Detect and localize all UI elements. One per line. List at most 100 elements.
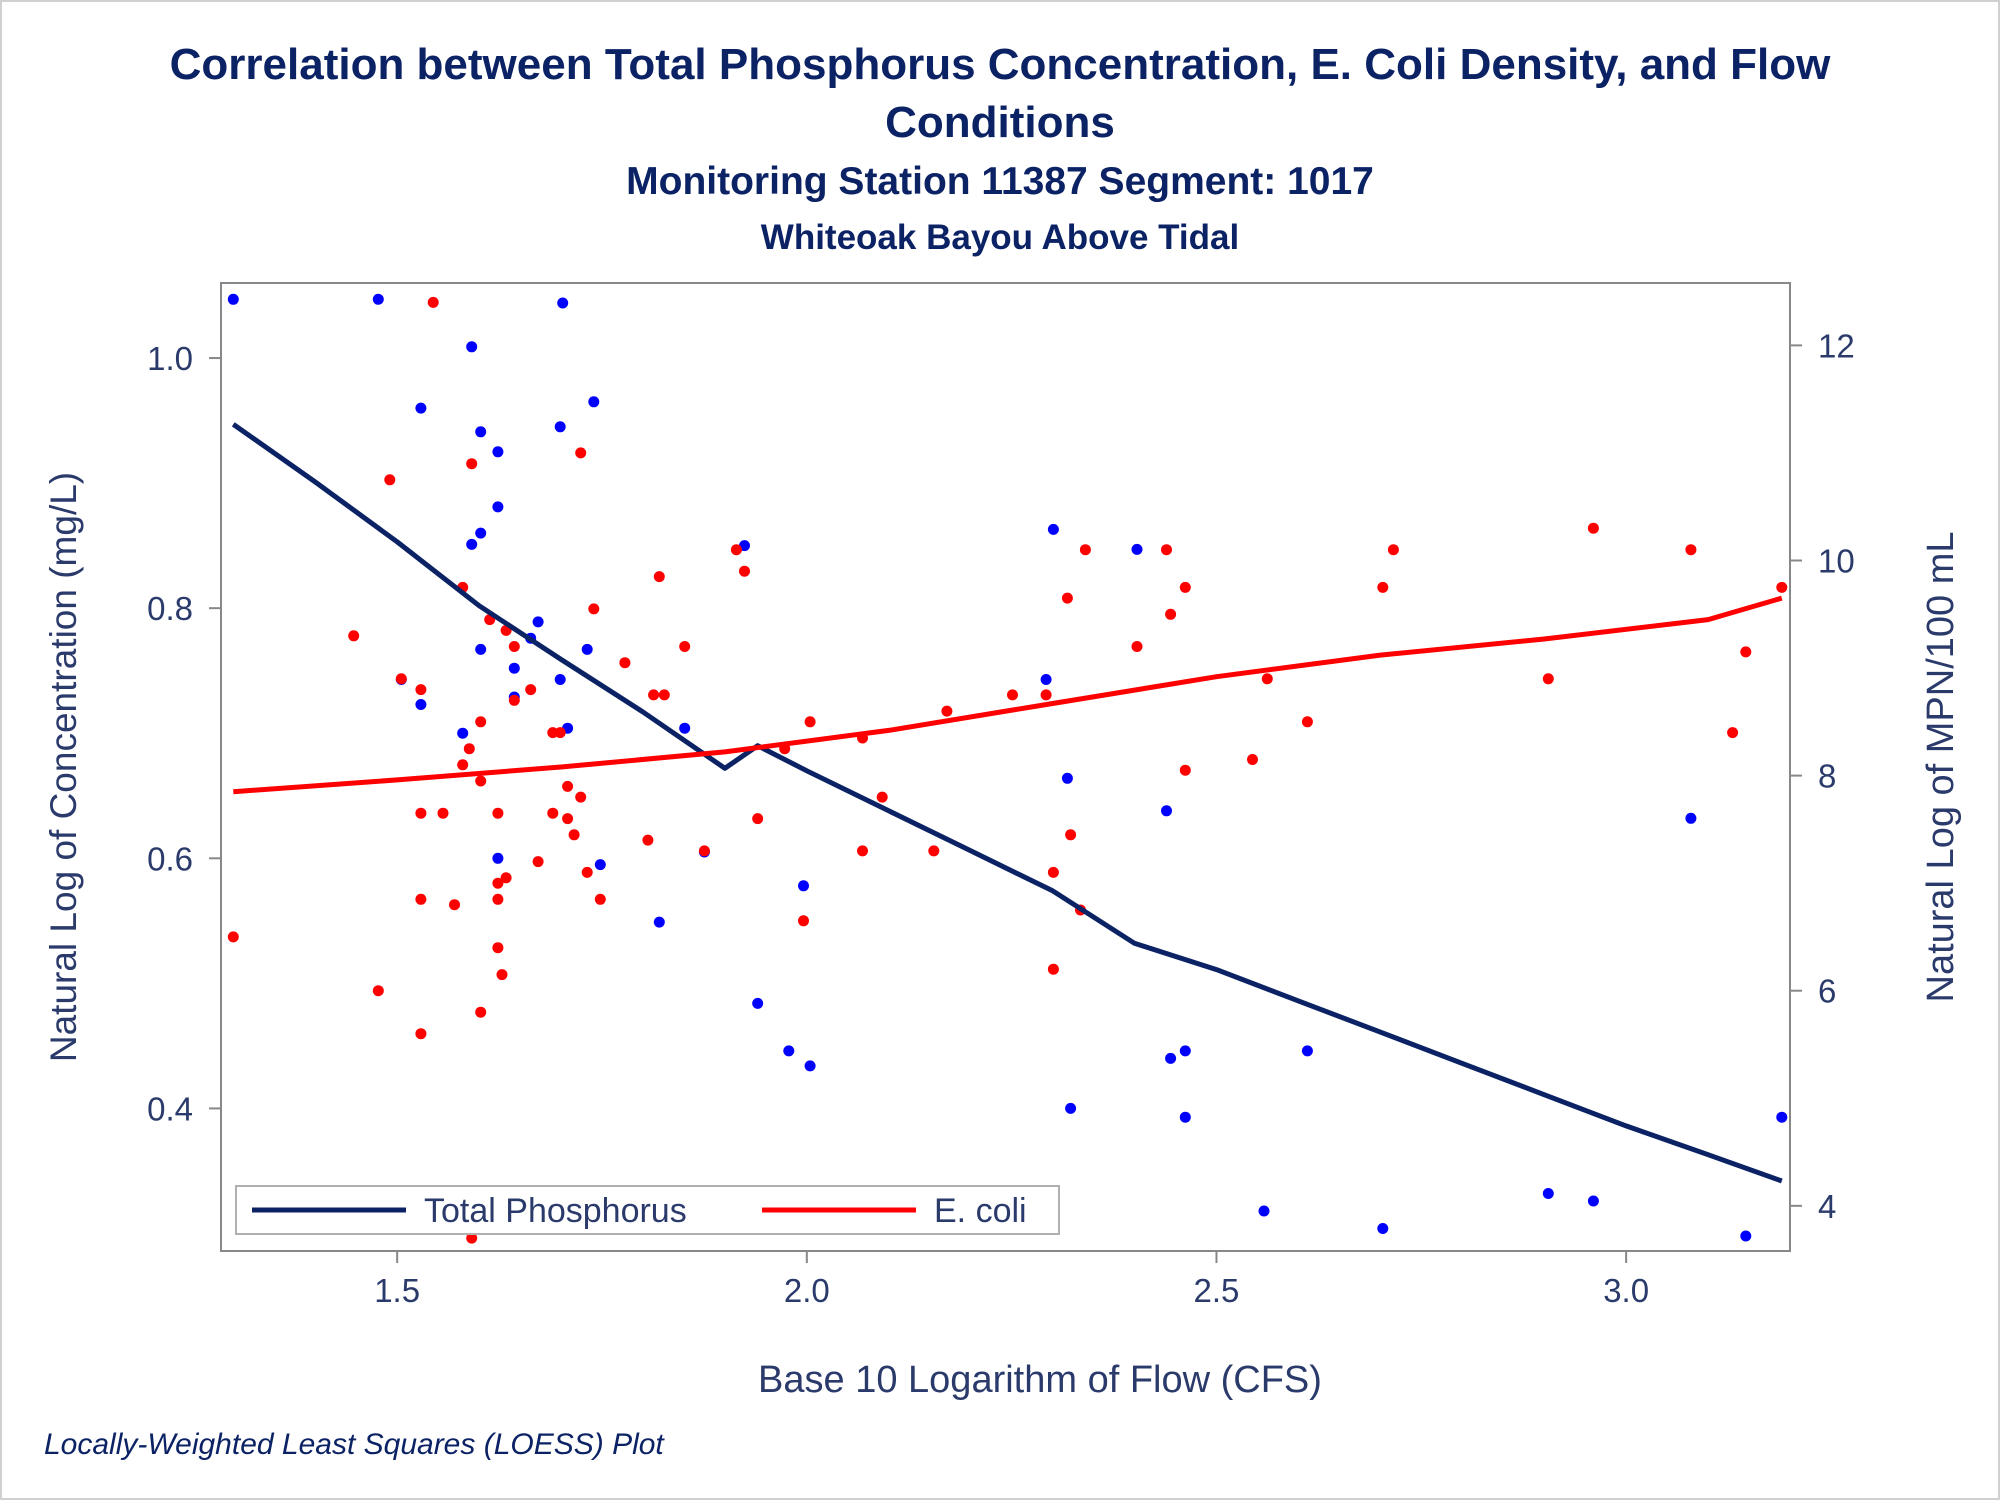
y2-axis-label: Natural Log of MPN/100 mL [1920, 531, 1962, 1002]
ecoli-point [804, 716, 816, 728]
y-tick-label: 0.8 [147, 590, 193, 627]
phosphorus-point [466, 341, 478, 353]
ecoli-point [1131, 641, 1143, 652]
ecoli-point [415, 684, 427, 696]
phosphorus-point [804, 1060, 816, 1072]
y-tick-label: 0.4 [147, 1090, 193, 1127]
phosphorus-point [554, 421, 566, 433]
phosphorus-point [475, 426, 487, 438]
phosphorus-point [1161, 805, 1172, 817]
ecoli-point [1387, 544, 1399, 556]
ecoli-point [798, 915, 809, 927]
legend: Total Phosphorus E. coli [235, 1185, 1060, 1235]
ecoli-point [466, 458, 478, 470]
y-tick-label: 1.0 [147, 340, 193, 377]
chart-subtitle-2: Whiteoak Bayou Above Tidal [760, 218, 1240, 257]
ecoli-point [1587, 522, 1599, 534]
x-tick-label: 2.0 [784, 1272, 830, 1309]
ecoli-point [575, 791, 587, 803]
phosphorus-point [1047, 523, 1059, 535]
ecoli-point [648, 689, 660, 701]
plot-area-frame [220, 282, 1791, 1252]
phosphorus-point [1301, 1045, 1313, 1057]
ecoli-point [525, 684, 537, 696]
phosphorus-point [554, 674, 566, 685]
ecoli-point [1179, 764, 1191, 776]
ecoli-point [1047, 963, 1059, 975]
phosphorus-point [581, 643, 593, 655]
ecoli-point [752, 813, 764, 825]
ecoli-point [1040, 689, 1052, 701]
ecoli-point [642, 834, 654, 846]
y-tick-label: 0.6 [147, 840, 193, 877]
ecoli-point [395, 673, 407, 685]
phosphorus-point [1740, 1230, 1752, 1242]
ecoli-point [227, 931, 239, 943]
phosphorus-point [752, 997, 764, 1009]
phosphorus-point [1258, 1205, 1270, 1217]
ecoli-point [508, 641, 520, 652]
ecoli-point [554, 727, 566, 739]
ecoli-point [562, 780, 574, 792]
chart-title: Correlation between Total Phosphorus Con… [169, 40, 1831, 147]
ecoli-point [594, 893, 606, 905]
ecoli-point [492, 877, 504, 889]
y-axis-label: Natural Log of Concentration (mg/L) [43, 472, 84, 1062]
ecoli-point [449, 899, 460, 911]
y2-tick-label: 8 [1818, 758, 1836, 795]
ecoli-point [619, 657, 631, 669]
ecoli-point [568, 829, 580, 841]
phosphorus-point [1685, 812, 1697, 824]
phosphorus-point [594, 859, 606, 871]
ecoli-point [475, 716, 487, 728]
ecoli-point [500, 872, 512, 884]
x-tick-label: 1.5 [374, 1272, 420, 1309]
phosphorus-point [798, 880, 809, 892]
ecoli-point [463, 743, 475, 755]
x-tick-label: 2.5 [1194, 1272, 1240, 1309]
ecoli-point [492, 942, 504, 954]
ecoli-point [427, 296, 439, 308]
ecoli-point [475, 1006, 487, 1018]
ecoli-point [581, 866, 593, 878]
ecoli-point [1685, 544, 1697, 556]
chart-subtitle: Monitoring Station 11387 Segment: 1017 [626, 160, 1374, 203]
y2-tick-label: 10 [1818, 542, 1855, 579]
phosphorus-point [227, 293, 239, 305]
ecoli-point [496, 969, 508, 981]
phosphorus-point [1131, 543, 1143, 555]
phosphorus-point [1165, 1052, 1177, 1064]
ecoli-point [508, 694, 520, 706]
phosphorus-point [1587, 1195, 1599, 1207]
phosphorus-point [475, 527, 487, 539]
x-tick-label: 3.0 [1603, 1272, 1649, 1309]
ecoli-point [1061, 592, 1073, 604]
ecoli-point [532, 856, 544, 868]
phosphorus-point [492, 852, 504, 864]
ecoli-point [1007, 689, 1018, 701]
ecoli-point [437, 807, 449, 819]
ecoli-point [415, 807, 427, 819]
phosphorus-point [588, 396, 600, 408]
phosphorus-point [1179, 1045, 1191, 1057]
footnote: Locally-Weighted Least Squares (LOESS) P… [44, 1428, 664, 1461]
phosphorus-point [415, 699, 427, 710]
legend-label-total-phosphorus: Total Phosphorus [424, 1192, 687, 1230]
phosphorus-point [653, 916, 665, 928]
ecoli-point [1261, 673, 1273, 685]
ecoli-point [928, 845, 940, 857]
ecoli-point [1727, 727, 1739, 739]
ecoli-point [575, 447, 587, 459]
phosphorus-point [1377, 1223, 1389, 1234]
ecoli-point [372, 985, 384, 997]
x-axis-label: Base 10 Logarithm of Flow (CFS) [758, 1359, 1322, 1401]
ecoli-point [588, 603, 600, 615]
phosphorus-point [475, 643, 487, 655]
y2-tick-label: 12 [1818, 327, 1855, 364]
phosphorus-point [1776, 1111, 1788, 1123]
ecoli-point [730, 544, 742, 556]
ecoli-point [1179, 581, 1191, 593]
ecoli-point [658, 689, 670, 701]
phosphorus-point [457, 727, 469, 739]
ecoli-point [415, 1028, 427, 1040]
